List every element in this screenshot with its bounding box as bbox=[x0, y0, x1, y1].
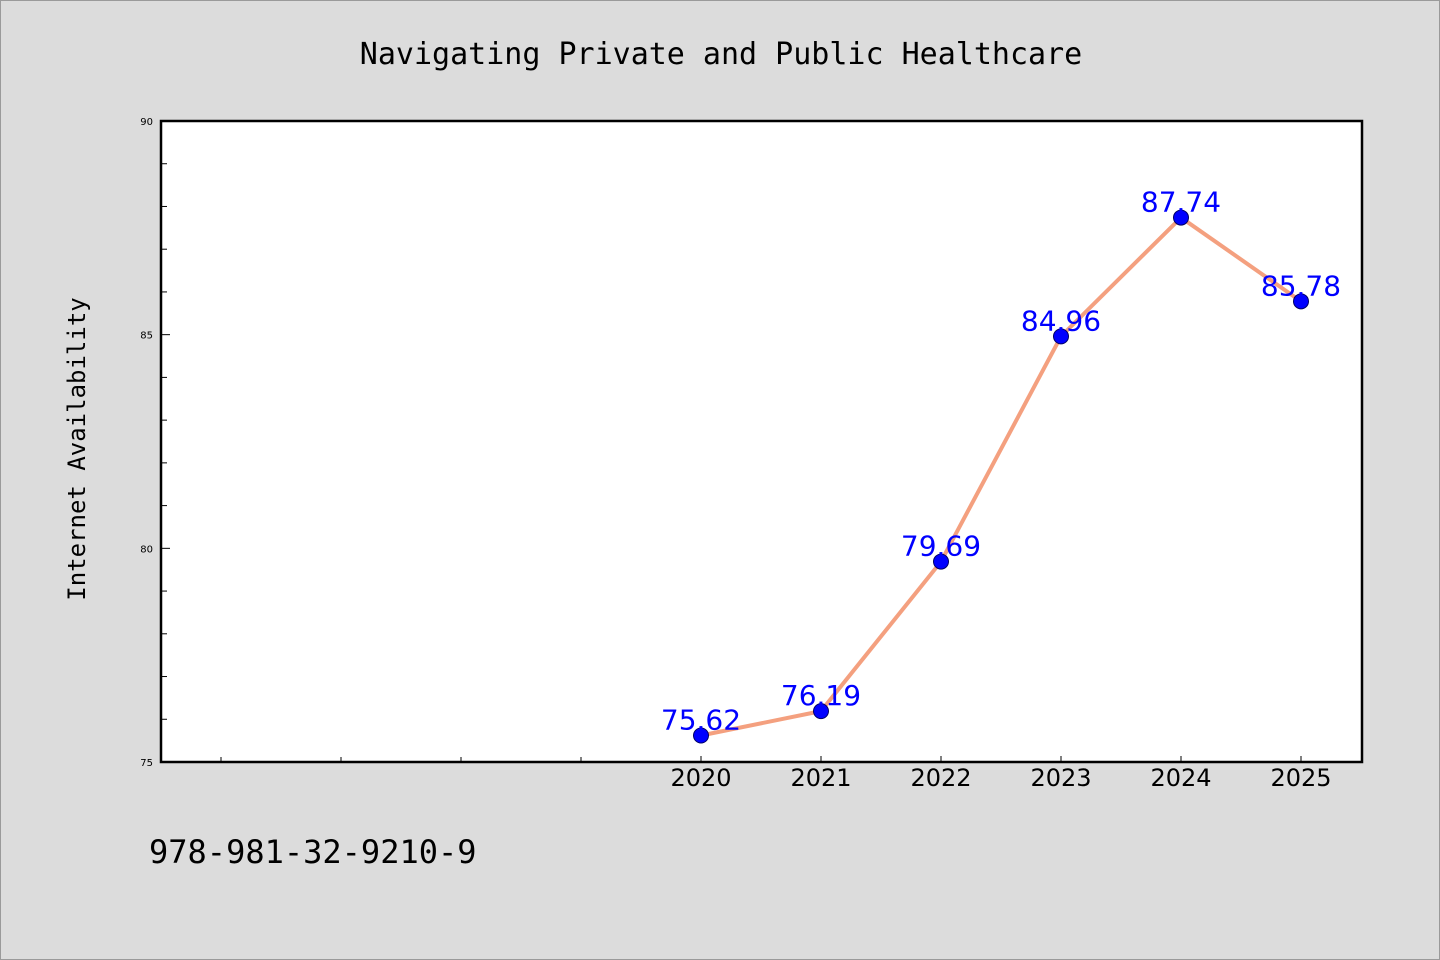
y-tick-label: 85 bbox=[140, 331, 153, 342]
x-tick-label: 2023 bbox=[1030, 764, 1091, 792]
data-point bbox=[1293, 293, 1309, 310]
series-line-layer bbox=[699, 215, 1303, 738]
data-point-layer bbox=[693, 209, 1309, 744]
y-axis-label: Internet Availability bbox=[63, 297, 91, 600]
axis-ticks: 75 80 85 90 2020 2021 2022 2023 2024 2025 bbox=[140, 117, 1331, 792]
plot-frame bbox=[159, 119, 1364, 764]
data-label: 79.69 bbox=[901, 530, 981, 563]
data-point bbox=[693, 727, 709, 744]
x-tick-label: 2025 bbox=[1270, 764, 1331, 792]
data-point bbox=[933, 553, 949, 570]
data-label: 76.19 bbox=[781, 679, 861, 712]
chart-title: Navigating Private and Public Healthcare bbox=[360, 37, 1082, 72]
y-tick-label: 90 bbox=[140, 117, 153, 128]
data-label: 75.62 bbox=[661, 704, 741, 737]
data-point bbox=[1053, 328, 1069, 345]
x-tick-label: 2020 bbox=[670, 764, 731, 792]
x-tick-label: 2021 bbox=[790, 764, 851, 792]
isbn-footer: 978-981-32-9210-9 bbox=[149, 833, 477, 871]
data-point bbox=[813, 703, 829, 720]
data-label: 84.96 bbox=[1021, 304, 1101, 337]
x-tick-label: 2022 bbox=[910, 764, 971, 792]
x-tick-label: 2024 bbox=[1150, 764, 1211, 792]
data-label: 85.78 bbox=[1261, 269, 1341, 302]
y-tick-label: 80 bbox=[140, 544, 153, 555]
data-label: 87.74 bbox=[1141, 186, 1221, 219]
data-point bbox=[1173, 209, 1189, 226]
data-label-layer: 75.62 76.19 79.69 84.96 87.74 85.78 bbox=[661, 186, 1341, 737]
y-tick-label: 75 bbox=[140, 758, 153, 769]
plot-area bbox=[161, 121, 1362, 762]
series-line bbox=[699, 215, 1303, 738]
